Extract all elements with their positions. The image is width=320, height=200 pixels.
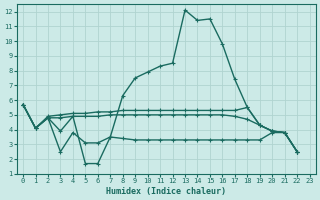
X-axis label: Humidex (Indice chaleur): Humidex (Indice chaleur) [106,187,226,196]
